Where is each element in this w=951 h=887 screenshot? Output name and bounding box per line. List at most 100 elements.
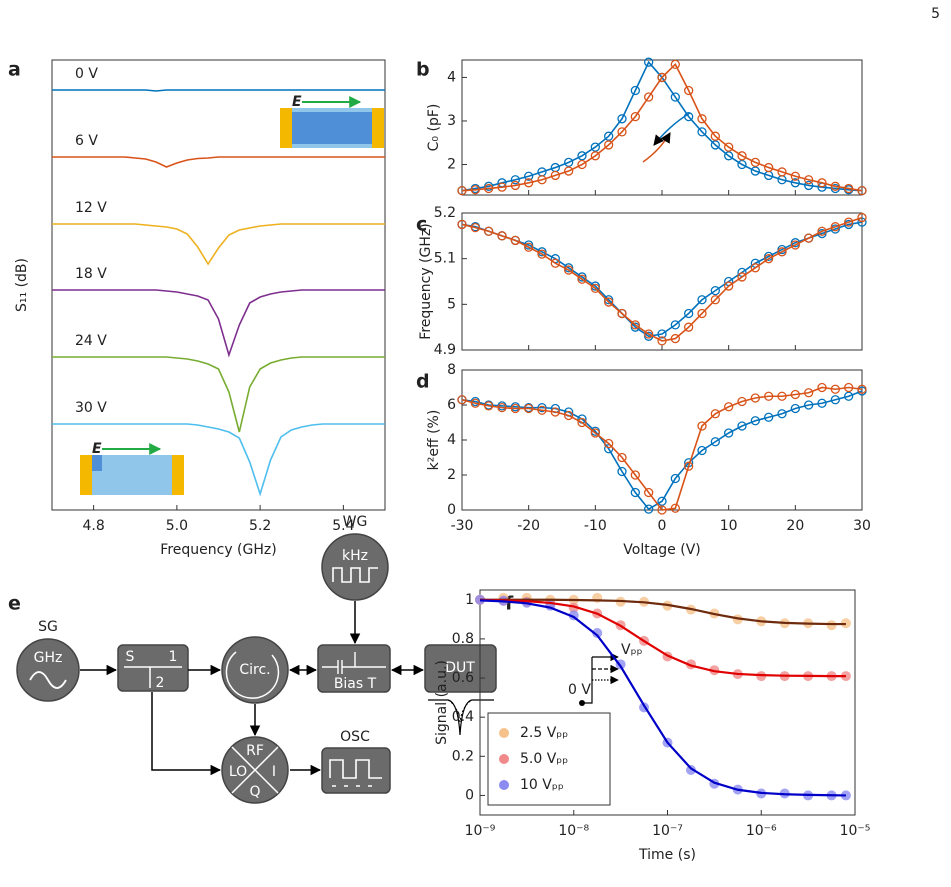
data-point: [564, 265, 574, 275]
data-point: [764, 412, 774, 422]
sweep-arrow: [642, 132, 671, 163]
data-point: [804, 400, 814, 410]
inset-label: E: [292, 94, 302, 110]
data-point: [484, 183, 494, 194]
y-axis-label: Signal (a.u.): [434, 660, 450, 745]
y-tick-label: 4: [447, 432, 456, 448]
data-point: [840, 671, 851, 682]
data-point: [670, 333, 680, 344]
sine-icon: [29, 671, 67, 689]
data-point: [697, 445, 707, 456]
data-point: [550, 170, 560, 181]
data-point: [764, 254, 774, 264]
node-text: LO: [229, 764, 247, 780]
data-point: [524, 242, 534, 252]
data-point: [510, 180, 520, 191]
x-tick-label: 10⁻⁹: [465, 823, 496, 839]
electrode: [372, 108, 384, 148]
data-point: [577, 274, 587, 284]
data-point: [724, 281, 734, 291]
series-label: 12 V: [75, 200, 107, 216]
x-tick-label: 0: [658, 518, 667, 534]
y-tick-label: 2: [447, 467, 456, 483]
node: [317, 644, 391, 693]
data-point: [724, 142, 734, 152]
data-point: [844, 217, 854, 227]
data-point: [790, 178, 800, 188]
fit-line: [479, 598, 846, 678]
y-tick-label: 5.1: [434, 251, 456, 267]
data-point: [830, 222, 840, 232]
data-point: [724, 151, 734, 161]
y-tick-label: 0.4: [452, 709, 474, 725]
y-axis-label: Frequency (GHz): [418, 223, 434, 339]
legend-marker: [499, 754, 509, 764]
node: [117, 644, 189, 692]
data-point: [790, 389, 800, 400]
data-point: [697, 114, 707, 124]
data-line: [461, 386, 863, 511]
data-point: [857, 212, 867, 223]
y-tick-label: 0.8: [452, 631, 474, 647]
data-point: [830, 384, 840, 394]
data-point: [710, 437, 720, 447]
y-tick-label: 4: [447, 69, 456, 85]
data-point: [764, 162, 774, 173]
data-point: [684, 322, 694, 332]
bias-icon: [322, 652, 386, 674]
data-point: [804, 233, 814, 243]
x-axis-label: Time (s): [638, 847, 696, 863]
series-label: 24 V: [75, 333, 107, 349]
panel-letter: f: [505, 593, 514, 615]
data-point: [737, 159, 747, 170]
data-point: [790, 240, 800, 250]
data-point: [777, 247, 787, 257]
x-tick-label: 5.0: [166, 518, 188, 534]
data-point: [844, 183, 854, 194]
data-point: [470, 185, 480, 195]
data-point: [684, 111, 694, 122]
data-point: [750, 166, 760, 176]
node-text: kHz: [342, 548, 368, 564]
data-point: [804, 180, 814, 191]
data-point: [590, 151, 600, 161]
data-point: [750, 393, 760, 403]
data-point: [670, 92, 680, 102]
data-line: [52, 289, 385, 358]
data-point: [644, 487, 654, 498]
data-point: [510, 175, 520, 185]
circ-icon: [225, 651, 280, 699]
data-point: [697, 295, 707, 305]
data-point: [604, 131, 614, 141]
y-axis-label: C₀ (pF): [426, 104, 442, 152]
data-point: [497, 182, 507, 192]
data-point: [617, 127, 627, 137]
node-text: I: [272, 764, 276, 780]
y-tick-label: 5: [447, 296, 456, 312]
data-point: [644, 57, 654, 67]
data-point: [644, 504, 654, 514]
inset-label: Vₚₚ: [621, 642, 643, 658]
data-point: [724, 402, 734, 412]
data-point: [777, 391, 787, 401]
x-tick-label: 10: [720, 518, 738, 534]
data-point: [684, 308, 694, 319]
step-line: [582, 657, 593, 704]
legend-label: 5.0 Vₚₚ: [520, 751, 568, 767]
plot-frame: [461, 369, 863, 511]
data-point: [710, 131, 720, 141]
data-point: [497, 402, 507, 413]
node-label: WG: [343, 514, 368, 530]
data-point: [750, 157, 760, 167]
node-text: Circ.: [239, 662, 270, 678]
data-point: [457, 395, 467, 405]
node-text: RF: [246, 743, 264, 759]
data-point: [590, 283, 600, 294]
y-tick-label: 1: [465, 592, 474, 608]
data-point: [764, 391, 774, 401]
data-point: [524, 171, 534, 181]
data-point: [537, 175, 547, 185]
data-point: [697, 127, 707, 137]
page-number: 5: [931, 6, 940, 22]
data-point: [684, 461, 694, 471]
